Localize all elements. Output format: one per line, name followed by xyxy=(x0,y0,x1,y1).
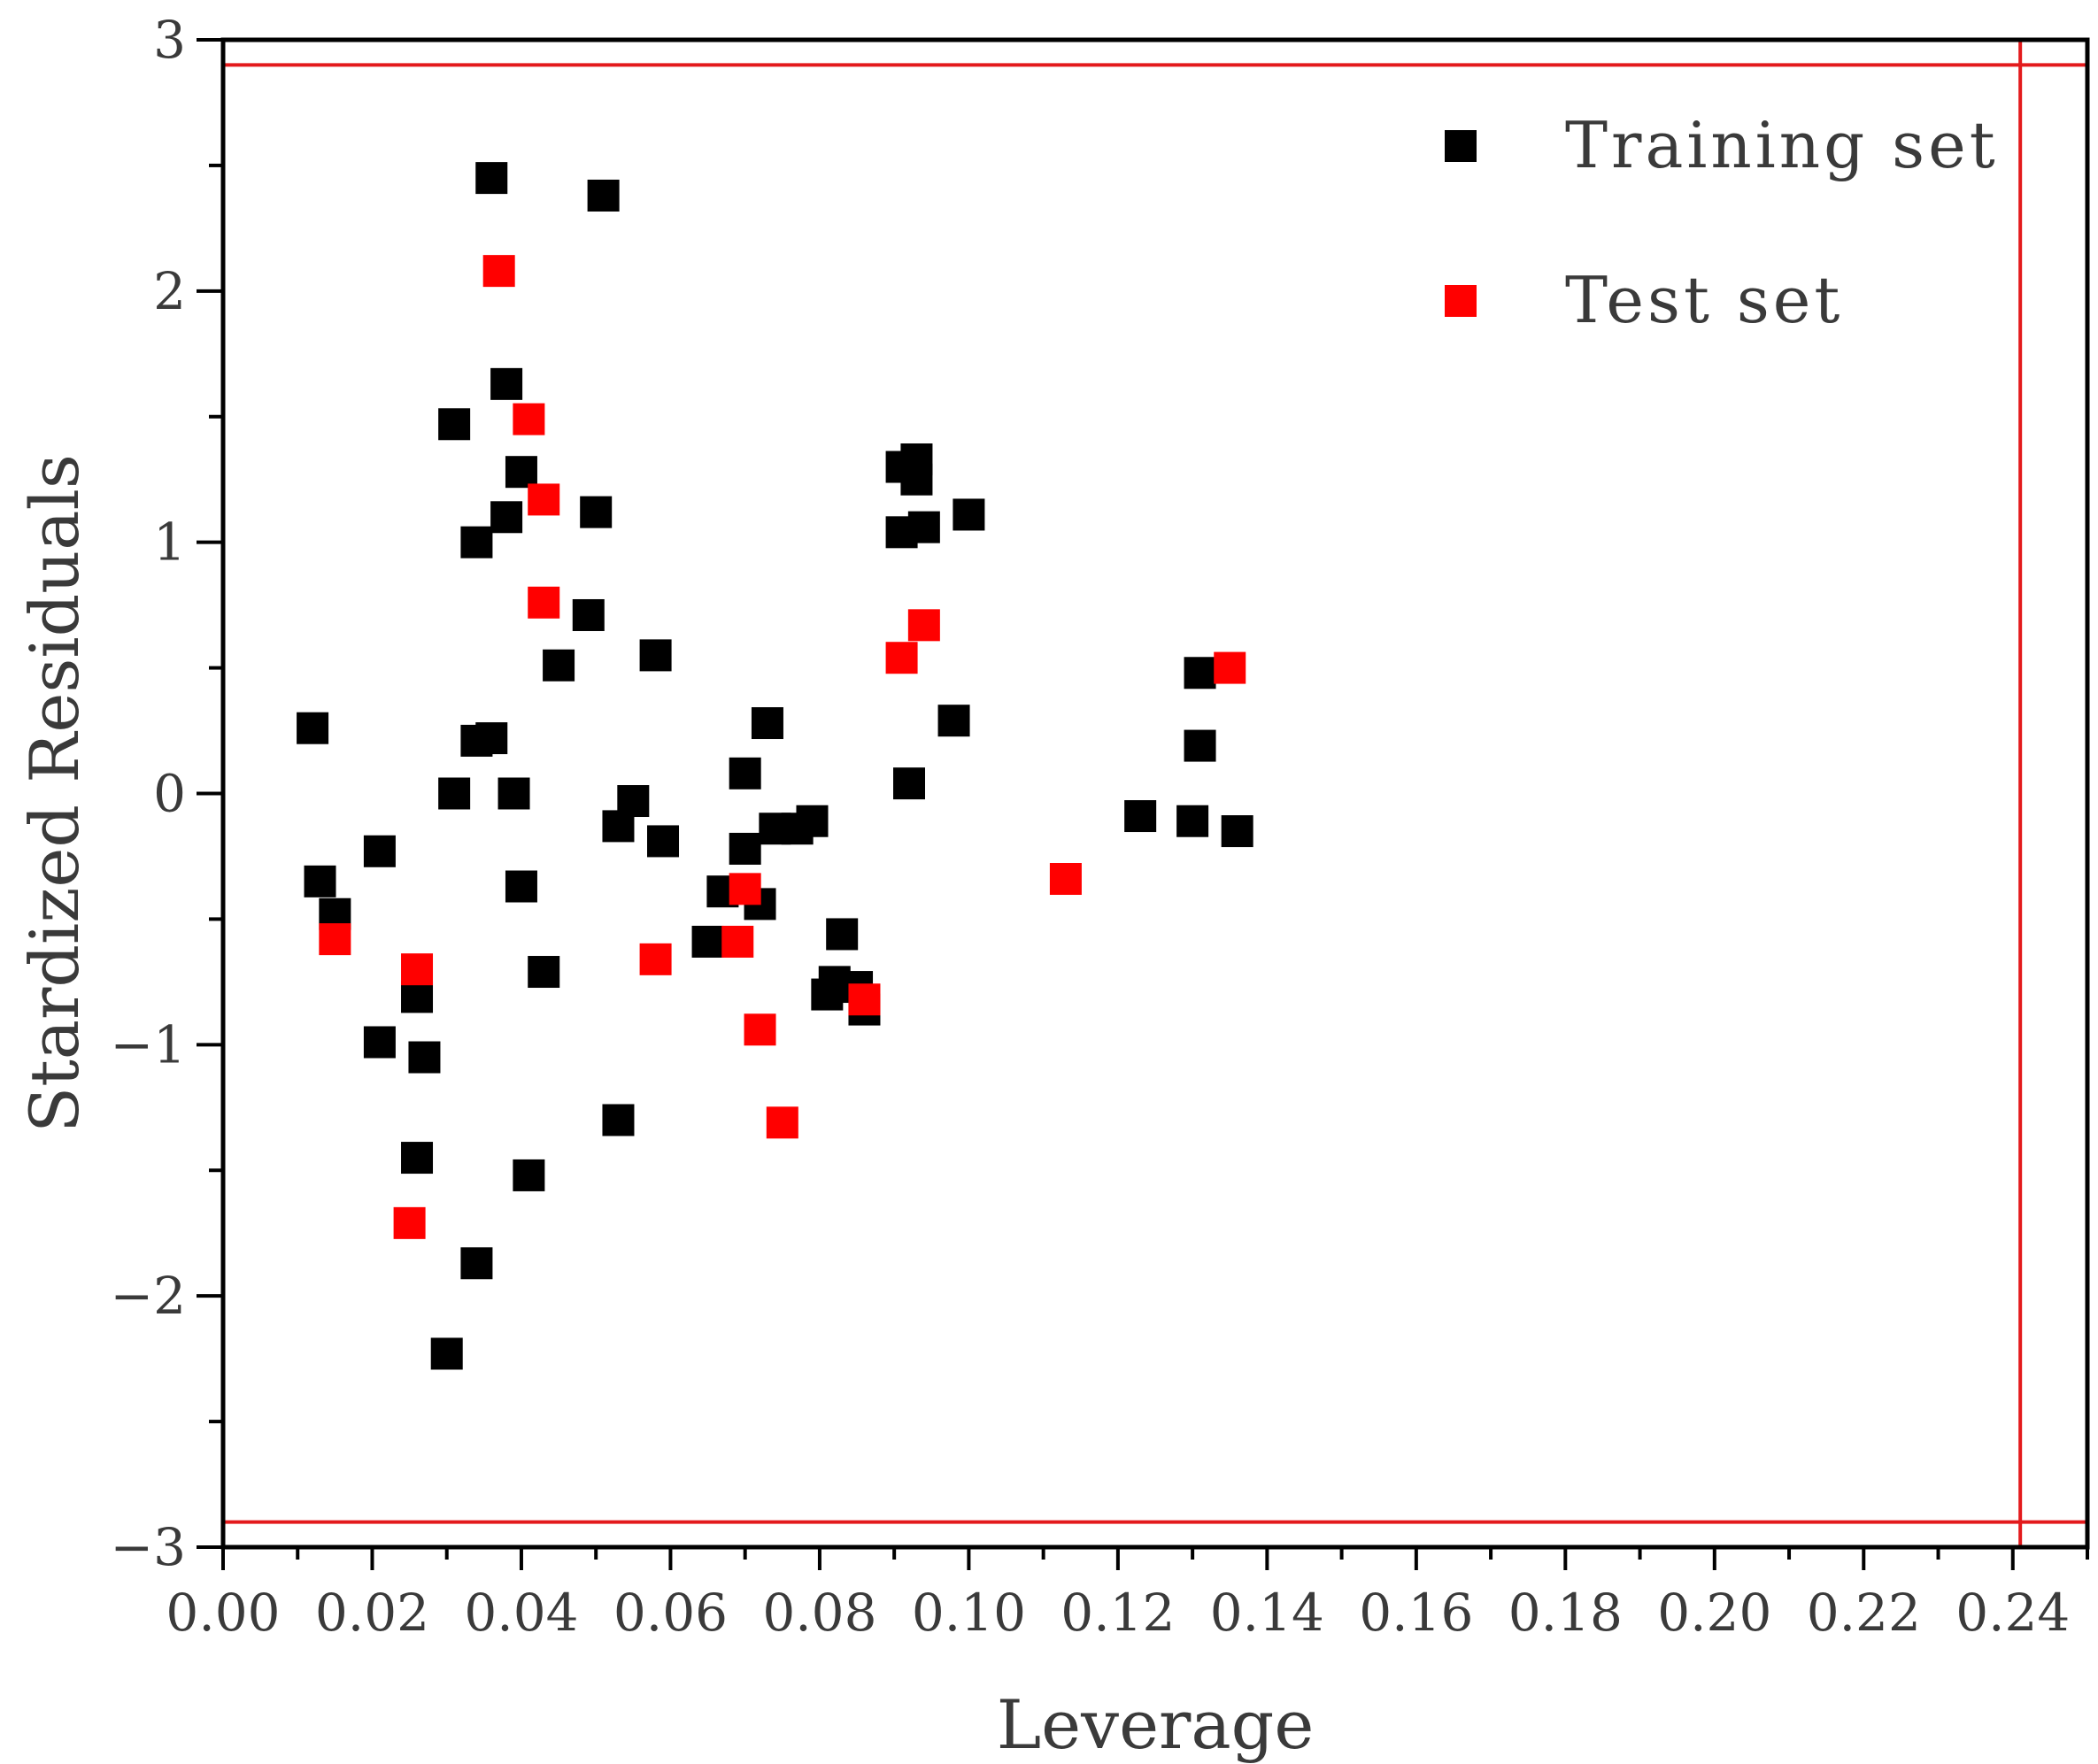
training-point-5 xyxy=(401,981,434,1013)
training-point-3 xyxy=(363,835,396,867)
training-point-56 xyxy=(1184,657,1216,689)
training-point-40 xyxy=(796,805,829,837)
training-point-21 xyxy=(513,1159,545,1191)
test-point-6 xyxy=(528,586,560,619)
training-point-30 xyxy=(639,639,672,672)
training-point-14 xyxy=(475,162,508,195)
test-point-3 xyxy=(482,255,515,288)
training-point-26 xyxy=(587,179,620,212)
training-point-13 xyxy=(460,1247,493,1280)
test-point-15 xyxy=(1049,863,1082,896)
test-point-9 xyxy=(729,873,761,905)
training-point-0 xyxy=(297,712,329,744)
tick-labels: 0.00 0.02 0.04 0.06 0.08 0.10 0.12 0.14 0.16 0.18… xyxy=(111,10,2071,1643)
x-tick-label: 0.20 xyxy=(1657,1583,1771,1643)
training-point-35 xyxy=(729,832,761,865)
test-point-13 xyxy=(885,642,918,674)
y-tick-label: −3 xyxy=(111,1517,187,1577)
x-tick-label: 0.00 xyxy=(166,1583,280,1643)
y-tick-label: 3 xyxy=(153,10,186,70)
training-point-25 xyxy=(580,496,613,528)
x-tick-label: 0.10 xyxy=(912,1583,1026,1643)
test-point-8 xyxy=(721,925,754,958)
training-point-52 xyxy=(937,705,970,737)
marks-layer xyxy=(297,162,1253,1370)
test-point-11 xyxy=(766,1106,798,1139)
training-point-17 xyxy=(490,501,523,534)
x-tick-label: 0.18 xyxy=(1508,1583,1623,1643)
y-tick-label: −1 xyxy=(111,1014,187,1075)
legend-swatch-test-set xyxy=(1445,285,1477,317)
training-point-34 xyxy=(729,757,761,790)
y-tick-label: −2 xyxy=(111,1266,187,1326)
series-test-set xyxy=(319,255,1246,1239)
x-tick-label: 0.24 xyxy=(1955,1583,2070,1643)
training-point-51 xyxy=(907,511,940,543)
y-axis-title: Stardized Residuals xyxy=(15,454,94,1133)
training-point-9 xyxy=(438,408,471,441)
training-point-50 xyxy=(900,443,933,476)
training-point-18 xyxy=(498,777,530,810)
x-tick-label: 0.08 xyxy=(762,1583,876,1643)
training-point-37 xyxy=(751,707,783,740)
training-point-31 xyxy=(647,825,680,858)
training-point-43 xyxy=(826,918,859,951)
training-point-4 xyxy=(363,1026,396,1059)
training-point-53 xyxy=(953,498,985,531)
test-point-12 xyxy=(848,983,881,1016)
legend-label-training-set: Training set xyxy=(1565,108,1999,182)
reference-lines xyxy=(223,40,2087,1547)
x-tick-label: 0.22 xyxy=(1807,1583,1921,1643)
axis-ticks xyxy=(197,38,2089,1570)
test-point-14 xyxy=(907,609,940,642)
training-point-7 xyxy=(408,1041,441,1074)
x-tick-label: 0.02 xyxy=(315,1583,429,1643)
training-point-19 xyxy=(505,456,537,489)
y-tick-label: 2 xyxy=(153,261,186,321)
x-tick-label: 0.04 xyxy=(464,1583,578,1643)
x-tick-label: 0.14 xyxy=(1210,1583,1324,1643)
training-point-20 xyxy=(505,870,537,903)
training-point-28 xyxy=(602,1104,635,1136)
test-point-4 xyxy=(513,403,545,435)
training-point-54 xyxy=(1124,800,1157,833)
training-point-16 xyxy=(490,367,523,400)
x-axis-title: Leverage xyxy=(997,1685,1315,1764)
training-point-58 xyxy=(1221,815,1253,848)
test-point-7 xyxy=(639,943,672,975)
x-tick-label: 0.06 xyxy=(613,1583,728,1643)
training-point-57 xyxy=(1184,729,1216,762)
training-point-24 xyxy=(572,598,605,631)
training-point-1 xyxy=(304,865,336,897)
training-point-48 xyxy=(893,767,926,800)
training-point-29 xyxy=(617,785,650,818)
test-point-10 xyxy=(744,1013,776,1046)
series-training-set xyxy=(297,162,1253,1370)
training-point-23 xyxy=(543,649,575,682)
training-point-10 xyxy=(438,777,471,810)
x-tick-label: 0.12 xyxy=(1061,1583,1175,1643)
y-tick-label: 1 xyxy=(153,512,186,573)
test-point-5 xyxy=(528,483,560,516)
training-point-11 xyxy=(460,526,493,558)
training-point-6 xyxy=(401,1142,434,1175)
test-point-0 xyxy=(319,923,351,956)
test-point-2 xyxy=(401,953,434,986)
training-point-32 xyxy=(691,925,724,958)
legend-label-test-set: Test set xyxy=(1565,263,1843,337)
legend: Training set Test set xyxy=(1445,108,1999,337)
y-tick-label: 0 xyxy=(153,764,186,824)
x-tick-label: 0.16 xyxy=(1359,1583,1473,1643)
training-point-22 xyxy=(528,956,560,989)
test-point-1 xyxy=(393,1206,426,1239)
training-point-15 xyxy=(475,722,508,755)
training-point-55 xyxy=(1176,805,1209,837)
training-point-8 xyxy=(430,1337,463,1370)
test-point-16 xyxy=(1214,651,1246,684)
legend-swatch-training-set xyxy=(1445,130,1477,162)
